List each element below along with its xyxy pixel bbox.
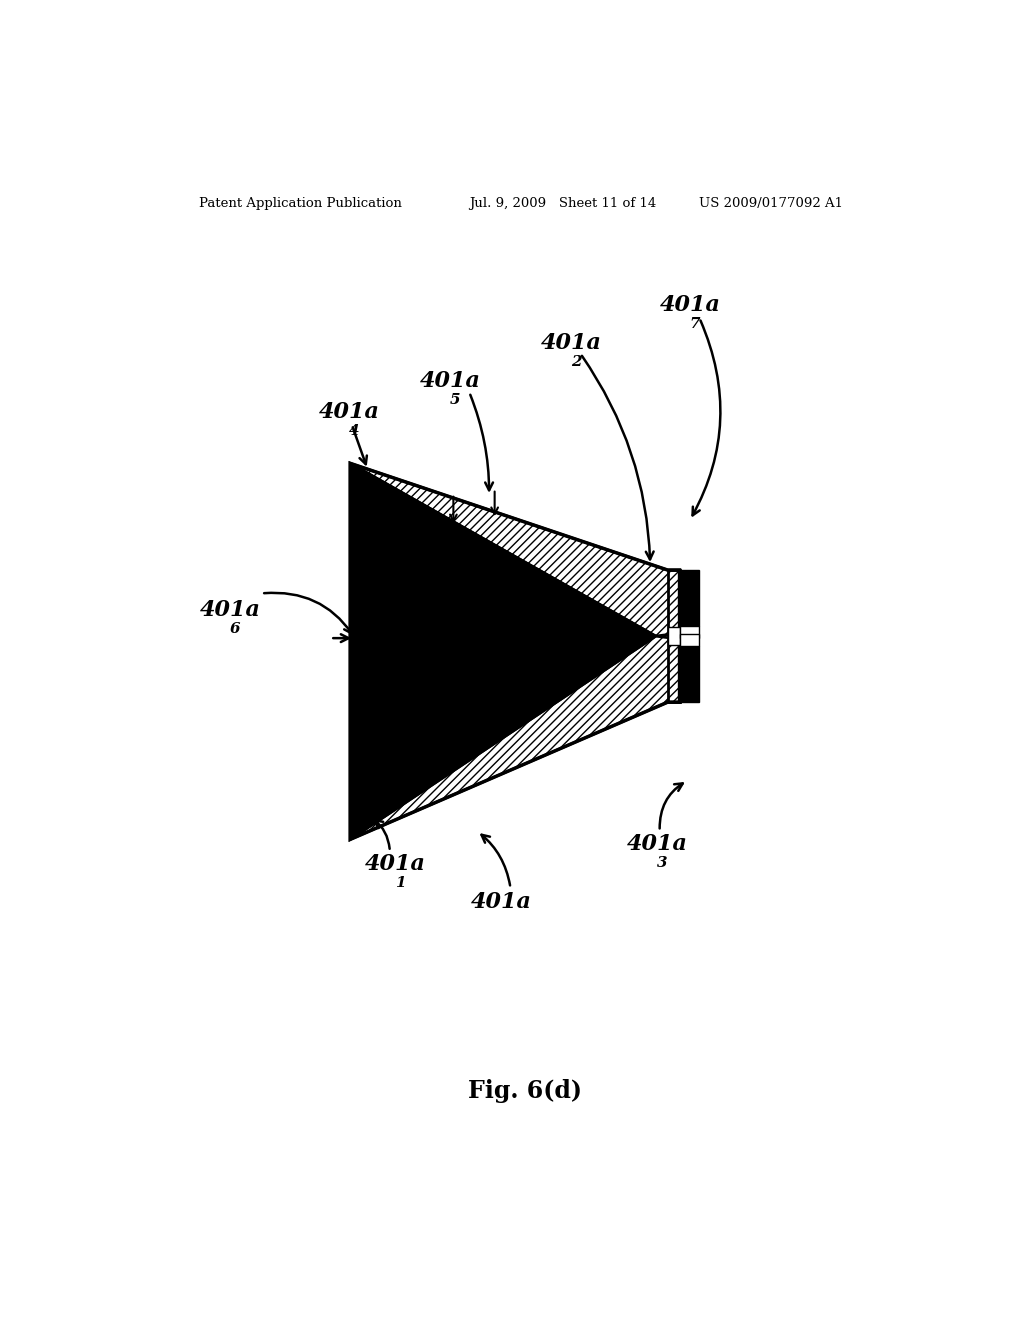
Bar — [680, 570, 699, 626]
Text: US 2009/0177092 A1: US 2009/0177092 A1 — [699, 197, 844, 210]
Bar — [680, 626, 699, 638]
Text: 5: 5 — [451, 393, 461, 408]
Bar — [668, 627, 680, 645]
Bar — [668, 570, 680, 702]
Text: 401a: 401a — [627, 833, 687, 854]
Text: 401a: 401a — [420, 370, 481, 392]
Text: 7: 7 — [690, 317, 700, 331]
Text: 401a: 401a — [541, 331, 601, 354]
Polygon shape — [350, 636, 680, 840]
Text: 6: 6 — [229, 622, 240, 636]
Polygon shape — [350, 463, 655, 840]
Text: 2: 2 — [570, 355, 582, 368]
Polygon shape — [350, 463, 680, 636]
Text: 4: 4 — [348, 424, 359, 438]
Text: 1: 1 — [394, 876, 406, 890]
Text: Fig. 6(d): Fig. 6(d) — [468, 1080, 582, 1104]
Bar — [680, 634, 699, 647]
Text: 401a: 401a — [471, 891, 531, 912]
Text: Patent Application Publication: Patent Application Publication — [200, 197, 402, 210]
Text: 3: 3 — [656, 855, 667, 870]
Text: 401a: 401a — [659, 294, 721, 315]
Text: 401a: 401a — [200, 599, 260, 620]
Text: 401a: 401a — [365, 853, 425, 875]
Text: Jul. 9, 2009   Sheet 11 of 14: Jul. 9, 2009 Sheet 11 of 14 — [469, 197, 656, 210]
Text: 401a: 401a — [318, 401, 379, 422]
Bar — [680, 647, 699, 702]
